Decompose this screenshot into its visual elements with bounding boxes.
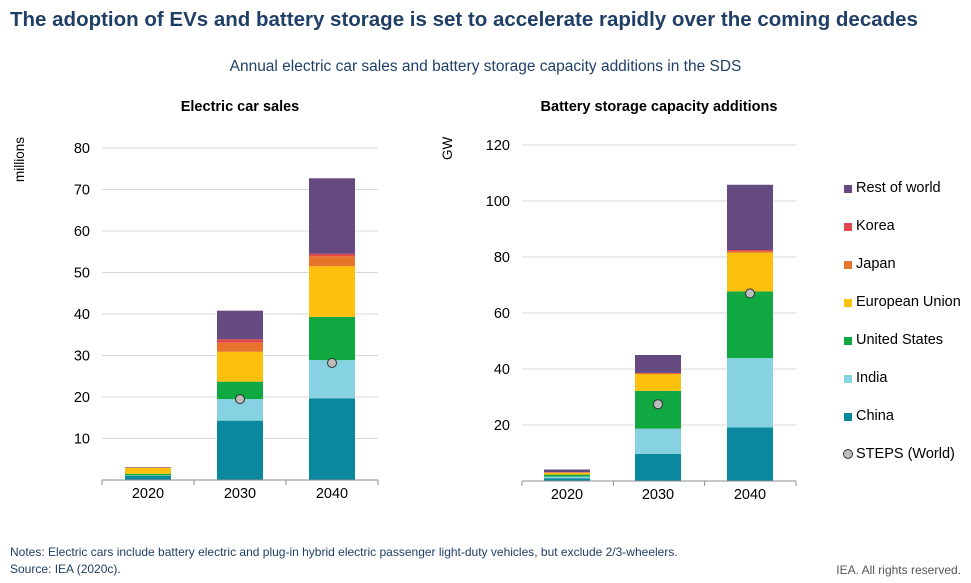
bar-segment — [544, 474, 590, 477]
page-subtitle: Annual electric car sales and battery st… — [229, 58, 742, 75]
steps-marker — [235, 394, 245, 405]
legend-label: Japan — [856, 256, 896, 272]
steps-marker — [745, 288, 755, 299]
steps-marker — [327, 357, 337, 368]
page-title: The adoption of EVs and battery storage … — [10, 8, 918, 31]
bar-segment — [309, 316, 355, 361]
bar-segment — [727, 427, 773, 481]
legend-swatch — [844, 375, 852, 383]
bar-segment — [309, 178, 355, 254]
bar-segment — [217, 310, 263, 340]
legend-swatch — [844, 299, 852, 307]
y-tick-label: 40 — [74, 307, 90, 323]
bar-segment — [125, 473, 171, 476]
y-tick-label: 100 — [486, 194, 510, 210]
x-tick-label: 2040 — [734, 487, 766, 503]
y-tick-label: 10 — [74, 432, 90, 448]
legend-swatch — [844, 337, 852, 345]
car-sales-chart-title: Electric car sales — [180, 99, 300, 115]
bar-segment — [544, 476, 590, 479]
y-tick-label: 70 — [74, 183, 90, 199]
x-tick-label: 2040 — [316, 486, 348, 502]
bar-segment — [635, 373, 681, 375]
rights-notice: IEA. All rights reserved. — [836, 563, 961, 577]
legend-label: India — [856, 370, 888, 386]
steps-marker-icon — [843, 449, 853, 459]
bar-segment — [544, 478, 590, 481]
bar-segment — [635, 428, 681, 454]
x-tick-label: 2020 — [132, 486, 164, 502]
y-tick-label: 60 — [494, 306, 510, 322]
legend-swatch — [844, 261, 852, 269]
legend-label: Korea — [856, 218, 895, 234]
notes: Notes: Electric cars include battery ele… — [10, 544, 678, 578]
legend-swatch — [844, 223, 852, 231]
bar-segment — [635, 355, 681, 373]
bar-segment — [635, 390, 681, 429]
y-tick-label: 60 — [74, 224, 90, 240]
bar-segment — [217, 399, 263, 421]
legend-label: United States — [856, 332, 944, 348]
x-tick-label: 2030 — [224, 486, 256, 502]
bar-segment — [727, 358, 773, 428]
bar-segment — [635, 372, 681, 374]
y-tick-label: 80 — [74, 141, 90, 157]
y-tick-label: 80 — [494, 250, 510, 266]
bar-segment — [309, 256, 355, 267]
bar-segment — [727, 291, 773, 359]
bar-segment — [635, 374, 681, 391]
bar-segment — [217, 351, 263, 382]
bar-segment — [635, 453, 681, 481]
bar-segment — [727, 184, 773, 250]
bar-segment — [309, 266, 355, 317]
source-line: Source: IEA (2020c). — [10, 562, 121, 576]
bar-segment — [125, 475, 171, 480]
y-tick-label: 20 — [74, 390, 90, 406]
bar-segment — [217, 381, 263, 400]
bar-segment — [727, 252, 773, 292]
legend-label: Rest of world — [856, 180, 941, 196]
y-tick-label: 50 — [74, 266, 90, 282]
bar-segment — [727, 251, 773, 253]
legend-label: STEPS (World) — [856, 446, 955, 462]
bar-segment — [544, 469, 590, 473]
y-tick-label: 20 — [494, 418, 510, 434]
battery-chart-title: Battery storage capacity additions — [540, 99, 778, 115]
bar-segment — [309, 253, 355, 257]
bar-segment — [727, 250, 773, 252]
x-tick-label: 2020 — [551, 487, 583, 503]
bar-segment — [544, 472, 590, 473]
x-tick-label: 2030 — [642, 487, 674, 503]
legend-label: European Union — [856, 294, 961, 310]
legend-swatch — [844, 185, 852, 193]
y-tick-label: 30 — [74, 349, 90, 365]
notes-line: Notes: Electric cars include battery ele… — [10, 545, 678, 559]
bar-segment — [544, 472, 590, 475]
steps-marker — [653, 399, 663, 410]
y-tick-label: 40 — [494, 362, 510, 378]
bar-segment — [125, 467, 171, 474]
bar-segment — [217, 420, 263, 480]
bar-segment — [309, 398, 355, 480]
legend-swatch — [844, 413, 852, 421]
bar-segment — [217, 339, 263, 343]
bar-segment — [217, 342, 263, 352]
legend-label: China — [856, 408, 894, 424]
y-tick-label: 120 — [486, 138, 510, 154]
